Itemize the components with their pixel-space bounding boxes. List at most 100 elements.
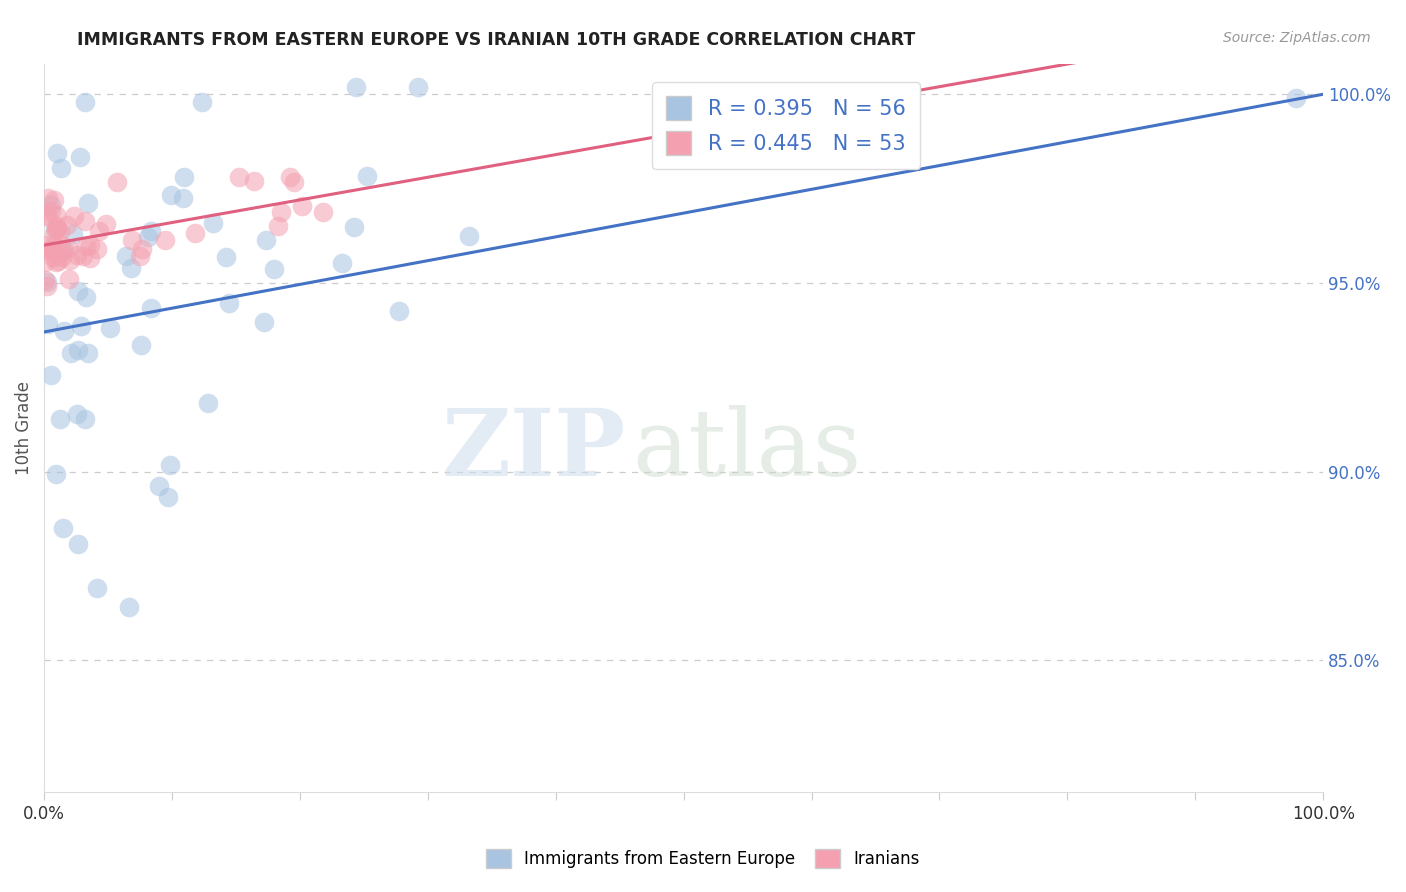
Text: atlas: atlas bbox=[633, 405, 862, 495]
Point bbox=[62, 227, 84, 242]
Point bbox=[51, 244, 73, 259]
Point bbox=[228, 170, 250, 185]
Point bbox=[136, 230, 159, 244]
Point bbox=[153, 233, 176, 247]
Point bbox=[243, 173, 266, 187]
Point bbox=[86, 581, 108, 595]
Point bbox=[45, 219, 67, 234]
Point bbox=[66, 343, 89, 358]
Point bbox=[94, 218, 117, 232]
Point bbox=[121, 233, 143, 247]
Point bbox=[34, 273, 56, 287]
Point bbox=[330, 256, 353, 270]
Point bbox=[49, 224, 72, 238]
Point bbox=[46, 254, 69, 268]
Point bbox=[1285, 91, 1308, 105]
Point bbox=[75, 95, 97, 109]
Point bbox=[53, 324, 76, 338]
Point bbox=[184, 226, 207, 240]
Point bbox=[79, 251, 101, 265]
Y-axis label: 10th Grade: 10th Grade bbox=[15, 381, 32, 475]
Point bbox=[45, 220, 67, 235]
Point bbox=[218, 296, 240, 310]
Point bbox=[115, 249, 138, 263]
Point bbox=[45, 146, 67, 161]
Point bbox=[67, 284, 90, 298]
Point bbox=[49, 237, 72, 252]
Point bbox=[270, 205, 292, 219]
Point bbox=[148, 479, 170, 493]
Point bbox=[37, 210, 59, 224]
Point bbox=[45, 467, 67, 481]
Point bbox=[280, 170, 302, 185]
Point bbox=[59, 346, 82, 360]
Point bbox=[172, 191, 194, 205]
Point bbox=[406, 79, 429, 94]
Point bbox=[37, 191, 59, 205]
Point bbox=[131, 242, 153, 256]
Point bbox=[66, 407, 89, 421]
Point bbox=[201, 216, 224, 230]
Point bbox=[39, 204, 62, 219]
Text: IMMIGRANTS FROM EASTERN EUROPE VS IRANIAN 10TH GRADE CORRELATION CHART: IMMIGRANTS FROM EASTERN EUROPE VS IRANIA… bbox=[77, 31, 915, 49]
Point bbox=[44, 193, 66, 207]
Point bbox=[58, 271, 80, 285]
Point bbox=[139, 301, 162, 315]
Point bbox=[291, 199, 314, 213]
Point bbox=[253, 315, 276, 329]
Point bbox=[63, 209, 86, 223]
Point bbox=[343, 220, 366, 235]
Point bbox=[159, 458, 181, 473]
Point bbox=[173, 169, 195, 184]
Legend: R = 0.395   N = 56, R = 0.445   N = 53: R = 0.395 N = 56, R = 0.445 N = 53 bbox=[651, 82, 921, 169]
Point bbox=[77, 346, 100, 360]
Point bbox=[283, 175, 305, 189]
Point bbox=[105, 175, 128, 189]
Point bbox=[77, 196, 100, 211]
Point bbox=[344, 79, 367, 94]
Point bbox=[79, 238, 101, 252]
Point bbox=[75, 290, 97, 304]
Point bbox=[70, 319, 93, 334]
Point bbox=[157, 490, 180, 504]
Text: Source: ZipAtlas.com: Source: ZipAtlas.com bbox=[1223, 31, 1371, 45]
Point bbox=[58, 241, 80, 255]
Point bbox=[34, 208, 56, 222]
Point bbox=[41, 368, 63, 382]
Point bbox=[129, 338, 152, 352]
Point bbox=[263, 262, 285, 277]
Point bbox=[45, 221, 67, 235]
Point bbox=[56, 218, 79, 232]
Point bbox=[44, 255, 66, 269]
Point bbox=[44, 221, 66, 235]
Point bbox=[72, 249, 94, 263]
Point bbox=[49, 161, 72, 175]
Point bbox=[35, 238, 58, 252]
Point bbox=[52, 521, 75, 535]
Point bbox=[75, 239, 97, 253]
Point bbox=[39, 198, 62, 212]
Point bbox=[75, 214, 97, 228]
Point bbox=[34, 255, 56, 269]
Text: ZIP: ZIP bbox=[441, 405, 626, 495]
Point bbox=[98, 321, 121, 335]
Point bbox=[51, 250, 73, 264]
Point bbox=[53, 243, 76, 257]
Point bbox=[120, 260, 142, 275]
Point bbox=[73, 412, 96, 426]
Point bbox=[66, 248, 89, 262]
Point bbox=[191, 95, 214, 109]
Point bbox=[160, 187, 183, 202]
Point bbox=[66, 537, 89, 551]
Point bbox=[139, 224, 162, 238]
Point bbox=[388, 303, 411, 318]
Point bbox=[39, 244, 62, 258]
Point bbox=[69, 150, 91, 164]
Point bbox=[87, 224, 110, 238]
Point bbox=[86, 242, 108, 256]
Point bbox=[37, 279, 59, 293]
Point bbox=[118, 600, 141, 615]
Point bbox=[254, 233, 277, 247]
Point bbox=[197, 396, 219, 410]
Point bbox=[128, 249, 150, 263]
